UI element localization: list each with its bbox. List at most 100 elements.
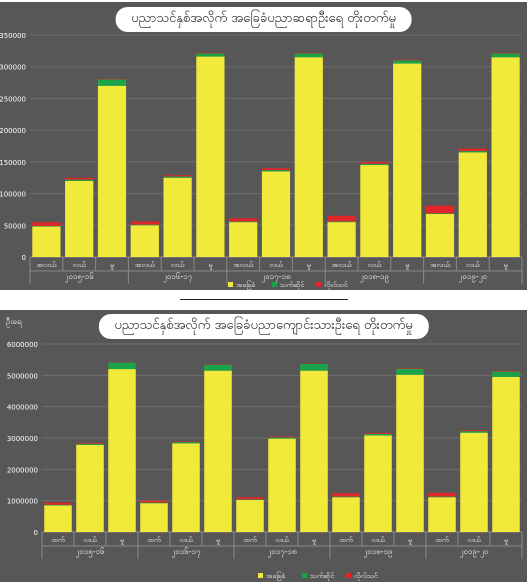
x-tick-label: လယ် <box>73 261 87 269</box>
y-tick-label: 100000 <box>0 191 26 199</box>
y-tick-label: 0 <box>34 529 38 537</box>
bar-series-basic <box>332 497 360 532</box>
bar-series-basic <box>108 369 136 532</box>
legend-label: လိုလ်သင် <box>324 281 348 290</box>
x-tick-label: မူ <box>216 536 220 545</box>
bar-series-basic <box>44 505 72 532</box>
x-tick-label: ထက် <box>435 536 449 544</box>
legend-swatch <box>346 573 351 578</box>
x-tick-label: ထက် <box>339 536 353 544</box>
bar-series-qualified <box>76 443 104 445</box>
bar-series-qualified <box>261 170 291 172</box>
group-label: ၂၀၁၇-၁၈ <box>261 272 290 283</box>
bar-series-volunteer <box>268 436 296 438</box>
legend-label: အခြေခံ <box>266 571 285 581</box>
bar-series-basic <box>172 443 200 532</box>
bar-series-basic <box>236 500 264 532</box>
bar-series-volunteer <box>425 205 455 214</box>
bar-series-volunteer <box>294 52 323 54</box>
x-tick-label: မူ <box>110 261 114 270</box>
y-tick-label: 2000000 <box>7 466 38 474</box>
bar-series-qualified <box>294 53 323 58</box>
bar-series-volunteer <box>236 497 264 500</box>
x-tick-label: အလယ် <box>37 261 57 269</box>
bar-series-qualified <box>229 221 258 223</box>
bar-series-basic <box>491 57 520 258</box>
legend-swatch <box>272 282 277 287</box>
bar-series-volunteer <box>360 161 389 164</box>
bar-series-basic <box>364 435 392 532</box>
x-tick-label: အလယ် <box>332 261 352 269</box>
group-label: ၂၀၁၆-၁၇ <box>171 546 200 558</box>
bar-series-qualified <box>393 60 422 64</box>
bar-series-qualified <box>491 53 520 58</box>
bar-series-basic <box>294 57 323 258</box>
bar-series-volunteer <box>491 52 520 54</box>
bar-series-volunteer <box>140 500 168 503</box>
x-tick-label: လယ် <box>171 261 185 269</box>
bar-series-basic <box>492 376 520 532</box>
group-label: ၂၀၁၇-၁၈ <box>267 547 296 558</box>
bar-series-qualified <box>163 176 192 178</box>
bar-series-basic <box>140 503 168 532</box>
x-tick-label: လယ် <box>466 261 480 269</box>
bar-series-qualified <box>268 437 296 439</box>
x-tick-label: ထက် <box>51 536 65 544</box>
x-tick-label: လယ် <box>467 536 481 544</box>
bar-series-volunteer <box>32 222 61 226</box>
teacher-chart-plot: 0 50000 100000 150000 200000 250000 300000 3500… <box>0 32 523 290</box>
bar-series-basic <box>196 56 225 257</box>
y-tick-label: 300000 <box>0 64 26 72</box>
teacher-chart: ပညာသင်နှစ်အလိုက် အခြေခံပညာဆရာဦးရေ တိုးတက… <box>0 2 527 290</box>
bar-series-qualified <box>364 433 392 436</box>
bar-series-basic <box>300 370 328 532</box>
bar-series-volunteer <box>364 432 392 434</box>
bar-series-qualified <box>425 213 455 214</box>
bar-series-volunteer <box>261 168 291 171</box>
legend-label: သက်ဆိုင် <box>280 281 305 290</box>
legend-swatch <box>258 573 263 578</box>
x-tick-label: မူ <box>312 536 316 545</box>
x-tick-label: မူ <box>120 536 124 545</box>
bar-series-volunteer <box>130 221 159 225</box>
x-tick-label: လယ် <box>269 261 283 269</box>
chart-title: ပညာသင်နှစ်အလိုက် အခြေခံပညာဆရာဦးရေ တိုးတက… <box>115 7 412 32</box>
bar-series-volunteer <box>492 370 520 372</box>
bar-series-volunteer <box>332 493 360 497</box>
bar-series-qualified <box>327 221 356 223</box>
bar-series-volunteer <box>172 441 200 443</box>
x-tick-label: မူ <box>405 261 409 270</box>
bar-series-basic <box>425 213 455 257</box>
group-label: ၂၀၁၉-၂၀ <box>458 272 487 283</box>
x-tick-label: မူ <box>408 536 412 545</box>
bar-series-basic <box>460 432 488 532</box>
legend-swatch <box>228 282 233 287</box>
bar-series-qualified <box>492 371 520 377</box>
chart-title: ပညာသင်နှစ်အလိုက် အခြေခံပညာကျောင်းသားဦးရေ… <box>98 314 429 339</box>
divider <box>180 299 348 300</box>
y-tick-label: 3000000 <box>7 435 38 443</box>
y-tick-label: 150000 <box>0 159 26 167</box>
group-label: ၂၀၁၉-၂၀ <box>460 547 489 558</box>
bar-series-qualified <box>97 79 127 86</box>
bar-series-basic <box>428 497 456 532</box>
bar-series-qualified <box>65 179 94 181</box>
bar-series-basic <box>327 222 356 257</box>
y-tick-label: 0 <box>22 254 26 262</box>
y-axis-label: ဦးရေ <box>6 317 22 326</box>
bar-series-volunteer <box>76 442 104 444</box>
x-tick-label: မူ <box>208 261 212 270</box>
x-tick-label: အလယ် <box>233 261 253 269</box>
bar-series-qualified <box>172 442 200 444</box>
bar-series-basic <box>76 444 104 532</box>
y-tick-label: 4000000 <box>7 404 38 412</box>
bar-series-basic <box>204 370 232 532</box>
legend-swatch <box>316 282 321 287</box>
legend-label: အခြေခံ <box>236 280 255 290</box>
bar-series-qualified <box>32 225 61 227</box>
bar-series-qualified <box>130 224 159 226</box>
bar-series-basic <box>396 374 424 532</box>
bar-series-volunteer <box>428 492 456 497</box>
y-tick-label: 6000000 <box>7 341 38 349</box>
bar-series-basic <box>458 152 487 257</box>
